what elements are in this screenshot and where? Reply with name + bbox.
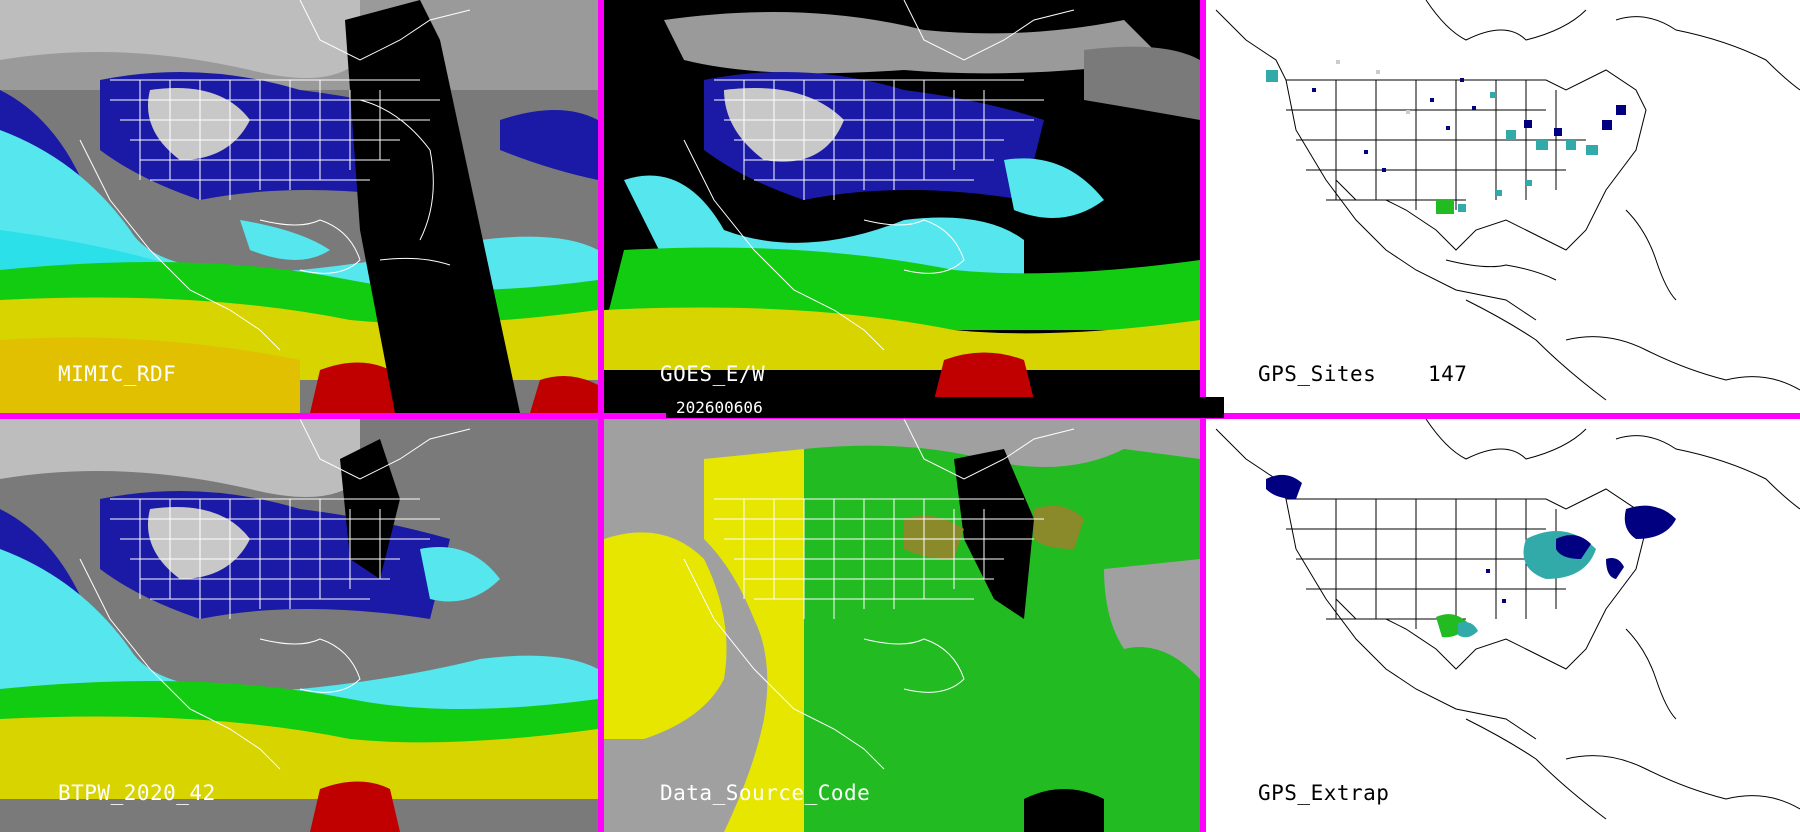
data-source-code-map xyxy=(604,419,1200,832)
date-stamp: 202600606 xyxy=(676,398,763,417)
goes-ew-map xyxy=(604,0,1200,413)
mimic-rdf-map xyxy=(0,0,598,413)
map-panel-gps-extrap: GPS_Extrap xyxy=(1206,419,1800,832)
divider-vertical-left xyxy=(598,0,604,832)
date-stamp-bar: 202600606 xyxy=(666,397,1224,418)
btpw-map xyxy=(0,419,598,832)
panel-label-btpw: BTPW_2020_42 xyxy=(58,781,216,805)
map-panel-btpw: BTPW_2020_42 xyxy=(0,419,598,832)
panel-label-gps-sites: GPS_Sites xyxy=(1258,362,1377,386)
map-panel-mimic-rdf: MIMIC_RDF xyxy=(0,0,598,413)
map-panel-data-source-code: Data_Source_Code xyxy=(604,419,1200,832)
panel-label-mimic-rdf: MIMIC_RDF xyxy=(58,362,177,386)
panel-label-data-source-code: Data_Source_Code xyxy=(660,781,871,805)
panel-label-goes-ew: GOES_E/W xyxy=(660,362,766,386)
gps-sites-count: 147 xyxy=(1428,362,1468,386)
gps-extrap-map xyxy=(1206,419,1800,832)
map-panel-goes-ew: GOES_E/W xyxy=(604,0,1200,413)
map-panel-gps-sites: GPS_Sites 147 xyxy=(1206,0,1800,413)
gps-sites-map xyxy=(1206,0,1800,413)
panel-label-gps-extrap: GPS_Extrap xyxy=(1258,781,1390,805)
